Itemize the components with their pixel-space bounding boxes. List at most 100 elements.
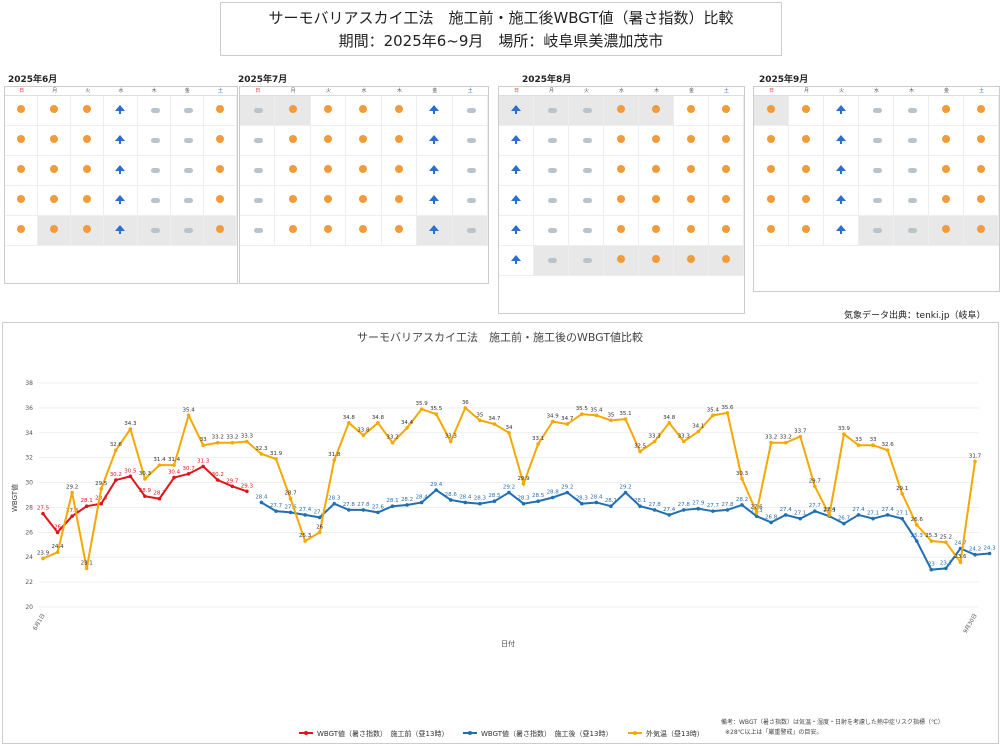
calendar-day-cell bbox=[754, 186, 789, 216]
data-point bbox=[303, 539, 307, 543]
cloud-icon bbox=[548, 258, 557, 263]
calendar-day-cell bbox=[929, 126, 964, 156]
calendar-day-cell bbox=[964, 126, 999, 156]
data-point bbox=[332, 501, 337, 506]
calendar-day-cell bbox=[275, 216, 311, 246]
data-label: 36 bbox=[462, 400, 469, 406]
calendar-day-cell bbox=[452, 96, 488, 126]
calendar-day-cell bbox=[417, 216, 453, 246]
calendar-day-cell bbox=[754, 216, 789, 246]
data-point bbox=[769, 520, 773, 525]
umbrella-icon bbox=[429, 195, 440, 204]
data-point bbox=[376, 510, 380, 515]
cloud-icon bbox=[873, 108, 882, 113]
calendar-day-cell bbox=[452, 216, 488, 246]
calendar-day-cell bbox=[534, 186, 569, 216]
calendar-dow: 火 bbox=[71, 87, 105, 96]
umbrella-icon bbox=[836, 105, 846, 114]
data-point bbox=[288, 496, 293, 501]
data-point bbox=[172, 475, 176, 480]
data-point bbox=[900, 516, 904, 521]
calendar-september: 日月火水木金土 bbox=[753, 86, 1000, 292]
data-point bbox=[580, 412, 584, 416]
cloud-icon bbox=[908, 228, 917, 233]
sunny-icon bbox=[288, 135, 297, 143]
calendar-day-cell bbox=[859, 186, 894, 216]
calendar-day-cell bbox=[709, 246, 744, 276]
sunny-icon bbox=[687, 165, 695, 173]
data-point bbox=[390, 504, 395, 508]
calendar-day-cell bbox=[859, 96, 894, 126]
calendar-day-cell bbox=[894, 126, 929, 156]
calendar-day-cell bbox=[639, 96, 674, 126]
data-label: 27.1 bbox=[794, 511, 806, 517]
chart-container: サーモバリアスカイ工法 施工前・施工後のWBGT値比較 WBGT値 日付 20 2… bbox=[2, 322, 999, 744]
calendar-day-cell bbox=[275, 186, 311, 216]
cloud-icon bbox=[583, 108, 592, 113]
data-point bbox=[565, 490, 570, 495]
cloud-icon bbox=[873, 198, 882, 203]
data-label: 29.2 bbox=[619, 485, 631, 491]
calendar-day-cell bbox=[674, 186, 709, 216]
calendar-day-cell bbox=[859, 156, 894, 186]
title-box: サーモバリアスカイ工法 施工前・施工後WBGT値（暑さ指数）比較 期間：2025… bbox=[220, 2, 782, 56]
data-label: 31.8 bbox=[328, 452, 341, 458]
data-point bbox=[842, 432, 846, 436]
calendar-day-cell bbox=[381, 156, 418, 186]
calendar-day-cell bbox=[203, 126, 237, 156]
data-point bbox=[215, 478, 220, 482]
sunny-icon bbox=[767, 135, 775, 143]
calendar-day-cell bbox=[137, 126, 171, 156]
calendar-day-cell bbox=[71, 216, 105, 246]
calendar-day-cell bbox=[674, 216, 709, 246]
data-point bbox=[274, 457, 278, 461]
calendar-day-cell bbox=[452, 126, 488, 156]
sunny-icon bbox=[617, 195, 625, 203]
calendar-day-cell bbox=[104, 126, 138, 156]
calendar-day-cell bbox=[38, 156, 72, 186]
data-label: 35.4 bbox=[590, 407, 603, 413]
calendar-day-cell bbox=[346, 216, 382, 246]
umbrella-icon bbox=[836, 195, 846, 204]
data-point bbox=[215, 440, 220, 445]
calendar-day-cell bbox=[964, 96, 999, 126]
data-label: 30.2 bbox=[110, 472, 122, 478]
sunny-icon bbox=[942, 195, 950, 203]
calendar-day-cell bbox=[499, 156, 534, 186]
calendar-day-cell bbox=[170, 96, 204, 126]
data-label: 23.1 bbox=[81, 560, 93, 566]
cloud-icon bbox=[466, 138, 476, 143]
sunny-icon bbox=[977, 165, 985, 173]
data-label: 33.3 bbox=[678, 433, 691, 439]
sunny-icon bbox=[942, 135, 950, 143]
data-point bbox=[361, 508, 366, 512]
cloud-icon bbox=[583, 168, 592, 173]
data-label: 31.4 bbox=[168, 457, 181, 463]
calendar-day-cell bbox=[709, 96, 744, 126]
data-label: 28.1 bbox=[386, 498, 398, 504]
data-label: 34.9 bbox=[547, 414, 560, 420]
calendar-day-cell bbox=[310, 126, 347, 156]
cloud-icon bbox=[150, 228, 160, 233]
calendar-dow: 月 bbox=[534, 87, 569, 96]
cloud-icon bbox=[908, 168, 917, 173]
sunny-icon bbox=[17, 105, 26, 113]
data-point bbox=[740, 477, 744, 481]
calendar-dow: 土 bbox=[964, 87, 999, 96]
data-point bbox=[914, 539, 919, 543]
data-point bbox=[681, 439, 686, 444]
data-point bbox=[594, 500, 599, 505]
data-point bbox=[245, 489, 249, 494]
sunny-icon bbox=[722, 165, 730, 173]
sunny-icon bbox=[722, 195, 730, 203]
data-label: 27.6 bbox=[372, 504, 385, 510]
data-point bbox=[681, 508, 686, 512]
calendar-day-cell bbox=[789, 126, 824, 156]
legend-marker-before bbox=[304, 731, 308, 735]
data-label: 28.3 bbox=[517, 496, 530, 502]
data-point bbox=[463, 406, 468, 410]
calendar-day-cell bbox=[275, 96, 311, 126]
data-label: 35.5 bbox=[576, 406, 589, 412]
calendar-dow: 金 bbox=[929, 87, 964, 96]
data-point bbox=[434, 488, 438, 492]
